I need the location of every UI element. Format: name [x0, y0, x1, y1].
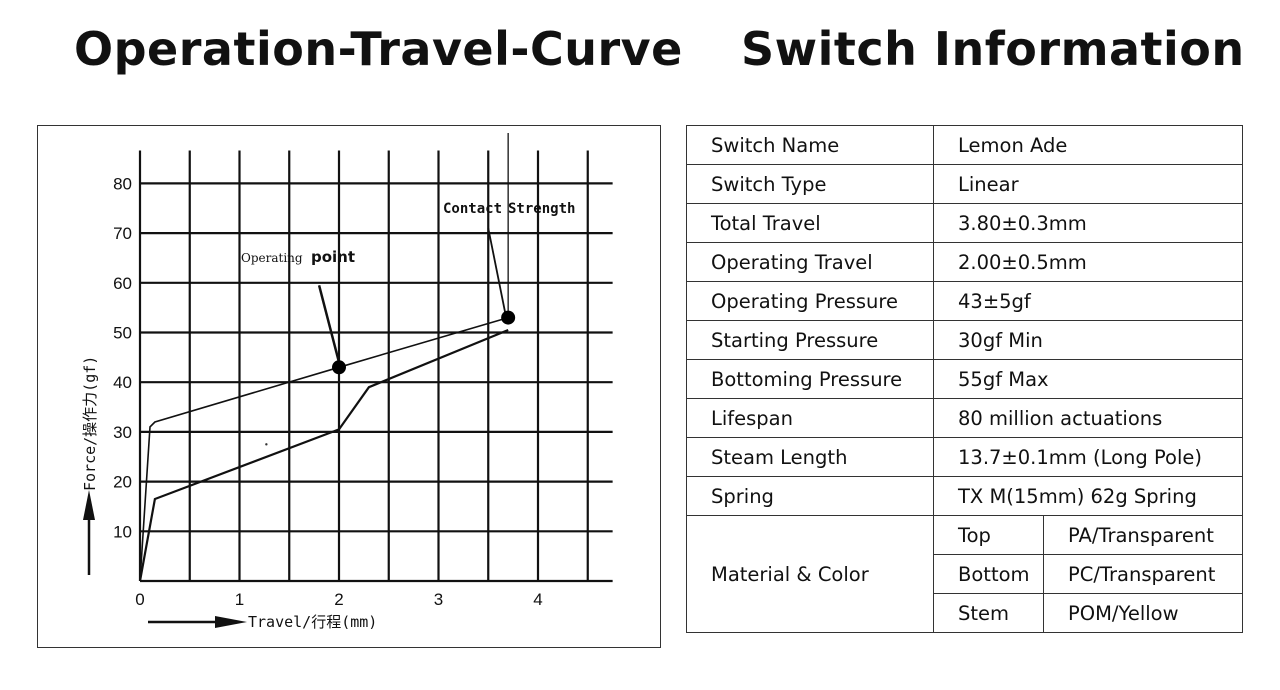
- material-value: PC/Transparent: [1043, 554, 1243, 594]
- x-tick-label: 4: [533, 590, 542, 609]
- table-row: Switch Type Linear: [686, 164, 1243, 204]
- table-row: Spring TX M(15mm) 62g Spring: [686, 476, 1243, 516]
- x-tick-label: 0: [135, 590, 144, 609]
- material-value: POM/Yellow: [1043, 593, 1243, 633]
- contact-strength-leader: [487, 227, 507, 313]
- spec-name: Bottoming Pressure: [686, 359, 934, 399]
- spec-name: Switch Name: [686, 125, 934, 165]
- data-marker: [332, 360, 346, 375]
- table-row: Material & Color Top PA/Transparent: [686, 515, 1243, 633]
- y-tick-label: 60: [113, 274, 132, 293]
- spec-value: Lemon Ade: [933, 125, 1243, 165]
- spec-value: Linear: [933, 164, 1243, 204]
- table-row: Switch Name Lemon Ade: [686, 125, 1243, 165]
- spec-value: 13.7±0.1mm (Long Pole): [933, 437, 1243, 477]
- y-tick-label: 20: [113, 473, 132, 492]
- y-tick-label: 10: [113, 522, 132, 541]
- table-heading: Switch Information: [741, 22, 1245, 76]
- spec-name: Operating Travel: [686, 242, 934, 282]
- y-tick-label: 50: [113, 324, 132, 343]
- table-row: Operating Pressure 43±5gf: [686, 281, 1243, 321]
- material-part: Top: [933, 515, 1044, 555]
- x-axis-arrow-head: [215, 616, 247, 628]
- y-axis-label: Force/操作力(gf): [81, 356, 99, 491]
- contact-label-prefix: Contact: [443, 201, 502, 217]
- data-marker: [501, 310, 516, 325]
- switch-info-table: Switch Name Lemon Ade Switch Type Linear Tot…: [686, 125, 1243, 633]
- operating-point-leader: [317, 284, 341, 363]
- operating-label-prefix: Operating: [241, 251, 303, 265]
- material-part: Stem: [933, 593, 1044, 633]
- table-row: Operating Travel 2.00±0.5mm: [686, 242, 1243, 282]
- y-tick-label: 30: [113, 423, 132, 442]
- contact-label-main: Strength: [508, 201, 575, 217]
- spec-value: 80 million actuations: [933, 398, 1243, 438]
- x-tick-label: 2: [334, 590, 343, 609]
- spec-value: 2.00±0.5mm: [933, 242, 1243, 282]
- spec-name: Starting Pressure: [686, 320, 934, 360]
- x-tick-label: 3: [434, 590, 443, 609]
- chart-heading: Operation-Travel-Curve: [74, 22, 683, 76]
- spec-name: Total Travel: [686, 203, 934, 243]
- spec-value: TX M(15mm) 62g Spring: [933, 476, 1243, 516]
- table-row: Total Travel 3.80±0.3mm: [686, 203, 1243, 243]
- table-row: Steam Length 13.7±0.1mm (Long Pole): [686, 437, 1243, 477]
- spec-name: Operating Pressure: [686, 281, 934, 321]
- spec-value: 3.80±0.3mm: [933, 203, 1243, 243]
- table-row: Stem POM/Yellow: [687, 593, 1243, 633]
- table-row: Bottoming Pressure 55gf Max: [686, 359, 1243, 399]
- x-tick-label: 1: [235, 590, 244, 609]
- material-value: PA/Transparent: [1043, 515, 1243, 555]
- spec-name: Steam Length: [686, 437, 934, 477]
- spec-value: 30gf Min: [933, 320, 1243, 360]
- table-row: Starting Pressure 30gf Min: [686, 320, 1243, 360]
- spec-value: 43±5gf: [933, 281, 1243, 321]
- y-tick-label: 80: [113, 174, 132, 193]
- y-axis-arrow-head: [83, 490, 95, 520]
- series-line: [139, 316, 509, 582]
- series-line: [138, 328, 509, 582]
- material-part: Bottom: [933, 554, 1044, 594]
- spec-name: Spring: [686, 476, 934, 516]
- y-tick-label: 70: [113, 224, 132, 243]
- spec-value: 55gf Max: [933, 359, 1243, 399]
- x-axis-label: Travel/行程(mm): [248, 613, 377, 631]
- spec-name: Switch Type: [686, 164, 934, 204]
- material-color-label: Material & Color: [686, 515, 934, 633]
- operating-label-main: point: [311, 248, 355, 266]
- y-tick-label: 40: [113, 373, 132, 392]
- chart-panel: 10 20 30 40 50 60 70 80 0 1 2 3 4 Operating point Conta…: [37, 125, 661, 648]
- stray-dot: [265, 443, 268, 446]
- force-travel-chart: 10 20 30 40 50 60 70 80 0 1 2 3 4 Operating point Conta…: [81, 133, 613, 631]
- table-row: Lifespan 80 million actuations: [686, 398, 1243, 438]
- spec-name: Lifespan: [686, 398, 934, 438]
